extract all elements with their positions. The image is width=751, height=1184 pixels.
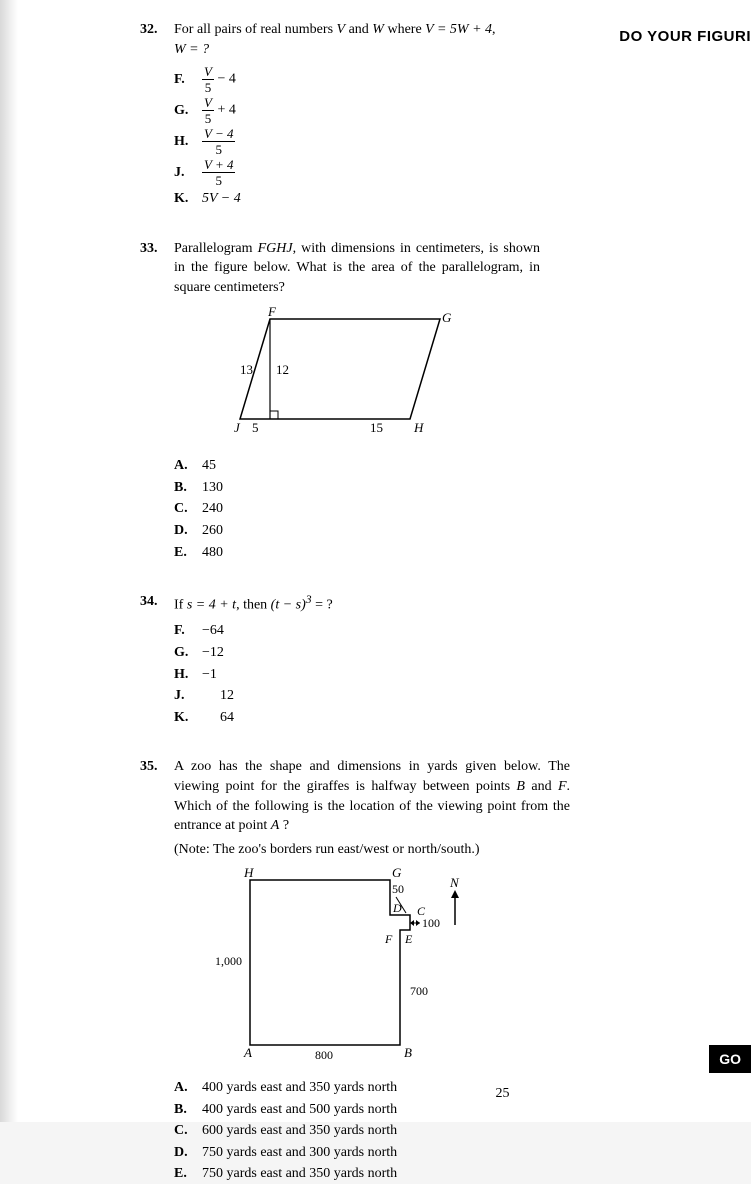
choice-value: V5 + 4 bbox=[202, 96, 236, 125]
label-G: G bbox=[442, 310, 452, 325]
svg-text:700: 700 bbox=[410, 984, 428, 998]
svg-text:100: 100 bbox=[422, 916, 440, 930]
q32-prompt-pre: For all pairs of real numbers bbox=[174, 22, 337, 37]
q35-prompt: A zoo has the shape and dimensions in ya… bbox=[174, 757, 570, 835]
q34-choice-F: F.−64 bbox=[174, 621, 540, 641]
q35-figure: H G D C E F B A 1,000 800 700 50 100 bbox=[210, 865, 570, 1072]
q33-choice-B: B.130 bbox=[174, 478, 540, 498]
q35-choice-A: A.400 yards east and 350 yards north bbox=[174, 1078, 570, 1098]
q33-prompt: Parallelogram FGHJ, with dimensions in c… bbox=[174, 239, 540, 298]
q32-prompt: For all pairs of real numbers V and W wh… bbox=[174, 20, 540, 59]
q33-choice-E: E.480 bbox=[174, 543, 540, 563]
label-J: J bbox=[234, 420, 241, 435]
q32-subprompt: W = ? bbox=[174, 42, 209, 57]
content-area: 32. For all pairs of real numbers V and … bbox=[0, 20, 751, 1184]
svg-text:800: 800 bbox=[315, 1048, 333, 1062]
question-32: 32. For all pairs of real numbers V and … bbox=[140, 20, 540, 209]
svg-text:B: B bbox=[404, 1045, 412, 1060]
q34-choice-H: H.−1 bbox=[174, 665, 540, 685]
choice-value: V + 45 bbox=[202, 158, 235, 187]
choice-label: G. bbox=[174, 101, 196, 121]
q32-choice-H: H. V − 45 bbox=[174, 127, 540, 156]
q33-number: 33. bbox=[140, 239, 166, 298]
q35-note: (Note: The zoo's borders run east/west o… bbox=[174, 840, 570, 860]
q34-prompt: If s = 4 + t, then (t − s)3 = ? bbox=[174, 592, 540, 615]
q32-choice-G: G. V5 + 4 bbox=[174, 96, 540, 125]
q32-prompt-mid: and bbox=[345, 22, 372, 37]
q35-choices: A.400 yards east and 350 yards north B.4… bbox=[174, 1078, 570, 1184]
page: DO YOUR FIGURI 32. For all pairs of real… bbox=[0, 0, 751, 1122]
label-F: F bbox=[267, 304, 277, 319]
label-15: 15 bbox=[370, 420, 383, 435]
svg-text:G: G bbox=[392, 865, 402, 880]
q32-choices: F. V5 − 4 G. V5 + 4 H. V − 45 bbox=[174, 65, 540, 209]
svg-text:D: D bbox=[392, 901, 402, 915]
label-13: 13 bbox=[240, 362, 253, 377]
q32-choice-J: J. V + 45 bbox=[174, 158, 540, 187]
q35-choice-C: C.600 yards east and 350 yards north bbox=[174, 1121, 570, 1141]
label-12: 12 bbox=[276, 362, 289, 377]
q35-choice-D: D.750 yards east and 300 yards north bbox=[174, 1143, 570, 1163]
zoo-svg: H G D C E F B A 1,000 800 700 50 100 bbox=[210, 865, 510, 1065]
q35-number: 35. bbox=[140, 757, 166, 835]
choice-label: K. bbox=[174, 189, 196, 209]
svg-text:F: F bbox=[384, 932, 393, 946]
svg-text:E: E bbox=[404, 932, 413, 946]
q32-var1: V bbox=[337, 22, 346, 37]
q34-choice-J: J.12 bbox=[174, 686, 540, 706]
q33-figure: F G H J 13 12 5 15 bbox=[210, 304, 540, 451]
choice-label: H. bbox=[174, 132, 196, 152]
q33-choice-D: D.260 bbox=[174, 521, 540, 541]
question-33: 33. Parallelogram FGHJ, with dimensions … bbox=[140, 239, 540, 562]
q34-choices: F.−64 G.−12 H.−1 J.12 K.64 bbox=[174, 621, 540, 727]
svg-text:A: A bbox=[243, 1045, 252, 1060]
label-5: 5 bbox=[252, 420, 259, 435]
q32-var2: W bbox=[372, 22, 384, 37]
q33-choice-C: C.240 bbox=[174, 499, 540, 519]
q32-choice-F: F. V5 − 4 bbox=[174, 65, 540, 94]
svg-text:H: H bbox=[243, 865, 254, 880]
q32-prompt-post: where bbox=[384, 22, 425, 37]
svg-text:N: N bbox=[449, 875, 460, 890]
q34-choice-G: G.−12 bbox=[174, 643, 540, 663]
svg-text:50: 50 bbox=[392, 882, 404, 896]
choice-value: V − 45 bbox=[202, 127, 235, 156]
question-34: 34. If s = 4 + t, then (t − s)3 = ? F.−6… bbox=[140, 592, 540, 727]
page-number: 25 bbox=[496, 1086, 510, 1102]
q32-number: 32. bbox=[140, 20, 166, 59]
q33-choices: A.45 B.130 C.240 D.260 E.480 bbox=[174, 456, 540, 562]
go-badge: GO bbox=[709, 1045, 751, 1073]
question-35: 35. A zoo has the shape and dimensions i… bbox=[140, 757, 570, 1184]
q33-choice-A: A.45 bbox=[174, 456, 540, 476]
q32-equation: V = 5W + 4 bbox=[425, 22, 492, 37]
q34-choice-K: K.64 bbox=[174, 708, 540, 728]
choice-label: J. bbox=[174, 163, 196, 183]
choice-label: F. bbox=[174, 70, 196, 90]
parallelogram-svg: F G H J 13 12 5 15 bbox=[210, 304, 470, 444]
q34-number: 34. bbox=[140, 592, 166, 615]
choice-value: V5 − 4 bbox=[202, 65, 236, 94]
q35-choice-E: E.750 yards east and 350 yards north bbox=[174, 1164, 570, 1184]
q35-choice-B: B.400 yards east and 500 yards north bbox=[174, 1100, 570, 1120]
svg-text:1,000: 1,000 bbox=[215, 954, 242, 968]
header-right-text: DO YOUR FIGURI bbox=[619, 28, 751, 45]
q32-choice-K: K. 5V − 4 bbox=[174, 189, 540, 209]
choice-value: 5V − 4 bbox=[202, 189, 241, 209]
label-H: H bbox=[413, 420, 424, 435]
